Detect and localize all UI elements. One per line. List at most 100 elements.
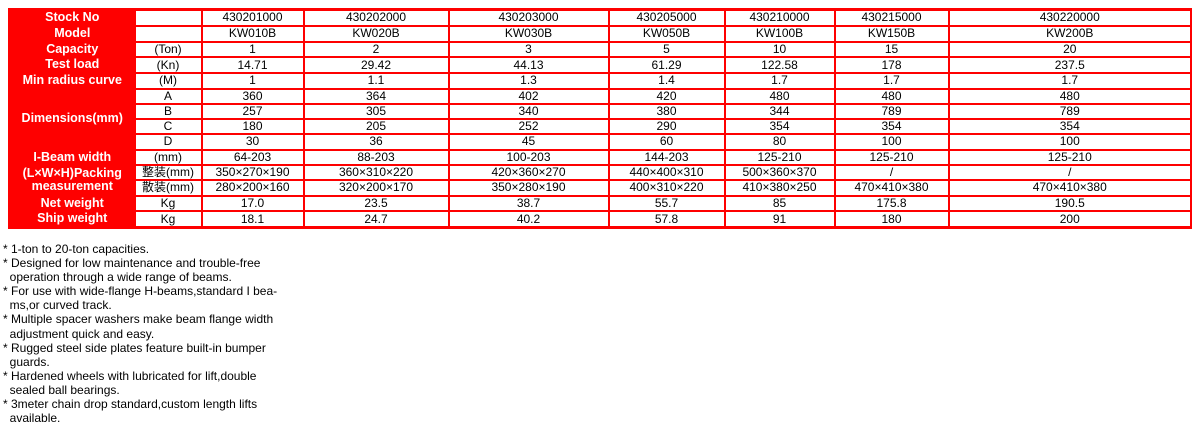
net-weight-cell: 175.8 (833, 194, 950, 213)
ship-weight-cell: 40.2 (447, 210, 610, 229)
unit-cell-dim-c: C (133, 118, 203, 136)
note-line: guards. (3, 354, 50, 369)
row-packing-bulk: 散装(mm) 280×200×160 320×200×170 350×280×1… (10, 179, 1192, 197)
model-cell: KW030B (447, 24, 610, 43)
model-cell: KW050B (607, 24, 726, 43)
capacity-cell: 1 (200, 40, 305, 59)
row-label-test-load: Test load (8, 56, 136, 74)
model-cell: KW010B (200, 24, 305, 43)
note-line: * Rugged steel side plates feature built… (3, 340, 266, 355)
dim-b-cell: 257 (200, 102, 305, 121)
model-cell: KW020B (302, 24, 450, 43)
dim-c-cell: 290 (607, 118, 726, 136)
packing-bulk-cell: 350×280×190 (447, 179, 610, 197)
row-label-i-beam-width: I-Beam width (8, 148, 136, 167)
row-min-radius-curve: Min radius curve (M) 1 1.1 1.3 1.4 1.7 1… (8, 72, 1192, 90)
model-cell: KW150B (833, 24, 950, 43)
row-i-beam-width: I-Beam width (mm) 64-203 88-203 100-203 … (8, 148, 1192, 167)
row-stock-no: Stock No 430201000 430202000 430203000 4… (8, 8, 1192, 27)
note-line: * 3meter chain drop standard,custom leng… (3, 397, 258, 412)
test-load-cell: 178 (833, 56, 950, 74)
net-weight-cell: 85 (723, 194, 836, 213)
row-model: Model KW010B KW020B KW030B KW050B KW100B… (8, 24, 1192, 43)
row-ship-weight: Ship weight Kg 18.1 24.7 40.2 57.8 91 18… (8, 210, 1192, 229)
dim-a-cell: 360 (200, 87, 305, 105)
capacity-cell: 3 (447, 40, 610, 59)
packing-assembled-cell: 420×360×270 (447, 164, 610, 182)
packing-bulk-cell: 410×380×250 (723, 179, 836, 197)
stock-no-cell: 430215000 (833, 8, 950, 27)
dim-d-cell: 30 (200, 133, 305, 151)
packing-assembled-cell: 500×360×370 (723, 164, 836, 182)
net-weight-cell: 17.0 (200, 194, 305, 213)
i-beam-width-cell: 125-210 (723, 148, 836, 167)
i-beam-width-cell: 125-210 (947, 148, 1192, 167)
row-dim-c: C 180 205 252 290 354 354 354 (10, 118, 1192, 136)
min-radius-cell: 1.3 (447, 72, 610, 90)
row-capacity: Capacity (Ton) 1 2 3 5 10 15 20 (8, 40, 1192, 59)
row-dim-b: B 257 305 340 380 344 789 789 (10, 102, 1192, 121)
packing-assembled-cell: 350×270×190 (200, 164, 305, 182)
i-beam-width-cell: 125-210 (833, 148, 950, 167)
note-line: * Multiple spacer washers make beam flan… (3, 312, 274, 327)
packing-assembled-cell: / (833, 164, 950, 182)
packing-bulk-cell: 470×410×380 (833, 179, 950, 197)
net-weight-cell: 190.5 (947, 194, 1192, 213)
dim-d-cell: 60 (607, 133, 726, 151)
dim-a-cell: 480 (833, 87, 950, 105)
dim-d-cell: 100 (947, 133, 1192, 151)
unit-cell-min-radius-curve: (M) (133, 72, 203, 90)
row-label-dimensions: Dimensions(mm) (8, 87, 136, 151)
min-radius-cell: 1.7 (723, 72, 836, 90)
model-cell: KW200B (947, 24, 1192, 43)
min-radius-cell: 1.7 (833, 72, 950, 90)
min-radius-cell: 1.1 (302, 72, 450, 90)
dim-b-cell: 344 (723, 102, 836, 121)
note-line: * For use with wide-flange H-beams,stand… (3, 284, 278, 299)
stock-no-cell: 430220000 (947, 8, 1192, 27)
test-load-cell: 29.42 (302, 56, 450, 74)
ship-weight-cell: 24.7 (302, 210, 450, 229)
row-test-load: Test load (Kn) 14.71 29.42 44.13 61.29 1… (8, 56, 1192, 74)
capacity-cell: 15 (833, 40, 950, 59)
note-line: * Designed for low maintenance and troub… (3, 256, 261, 271)
unit-cell-dim-a: A (133, 87, 203, 105)
capacity-cell: 10 (723, 40, 836, 59)
test-load-cell: 237.5 (947, 56, 1192, 74)
dim-c-cell: 354 (723, 118, 836, 136)
note-line: available. (3, 411, 61, 426)
net-weight-cell: 23.5 (302, 194, 450, 213)
net-weight-cell: 55.7 (607, 194, 726, 213)
row-dim-d: D 30 36 45 60 80 100 100 (10, 133, 1192, 151)
dim-b-cell: 305 (302, 102, 450, 121)
packing-bulk-cell: 320×200×170 (302, 179, 450, 197)
ship-weight-cell: 18.1 (200, 210, 305, 229)
unit-cell-dim-b: B (133, 102, 203, 121)
net-weight-cell: 38.7 (447, 194, 610, 213)
row-label-ship-weight: Ship weight (8, 210, 136, 229)
unit-cell-i-beam-width: (mm) (133, 148, 203, 167)
unit-cell-net-weight: Kg (133, 194, 203, 213)
dim-c-cell: 180 (200, 118, 305, 136)
test-load-cell: 122.58 (723, 56, 836, 74)
dim-a-cell: 480 (947, 87, 1192, 105)
i-beam-width-cell: 88-203 (302, 148, 450, 167)
ship-weight-cell: 200 (947, 210, 1192, 229)
dim-a-cell: 364 (302, 87, 450, 105)
row-label-capacity: Capacity (8, 40, 136, 59)
note-line: sealed ball bearings. (3, 382, 120, 397)
dim-b-cell: 789 (833, 102, 950, 121)
packing-assembled-cell: / (947, 164, 1192, 182)
dim-d-cell: 100 (833, 133, 950, 151)
stock-no-cell: 430201000 (200, 8, 305, 27)
row-packing-assembled: (L×W×H)Packing measurement 整装(mm) 350×27… (8, 164, 1192, 197)
dim-d-cell: 45 (447, 133, 610, 151)
packing-bulk-cell: 470×410×380 (947, 179, 1192, 197)
stock-no-cell: 430210000 (723, 8, 836, 27)
dim-c-cell: 252 (447, 118, 610, 136)
unit-cell-packing-assembled: 整装(mm) (133, 164, 203, 182)
stock-no-cell: 430202000 (302, 8, 450, 27)
dim-c-cell: 354 (947, 118, 1192, 136)
unit-cell-empty (133, 24, 203, 43)
row-label-stock-no: Stock No (8, 8, 136, 27)
